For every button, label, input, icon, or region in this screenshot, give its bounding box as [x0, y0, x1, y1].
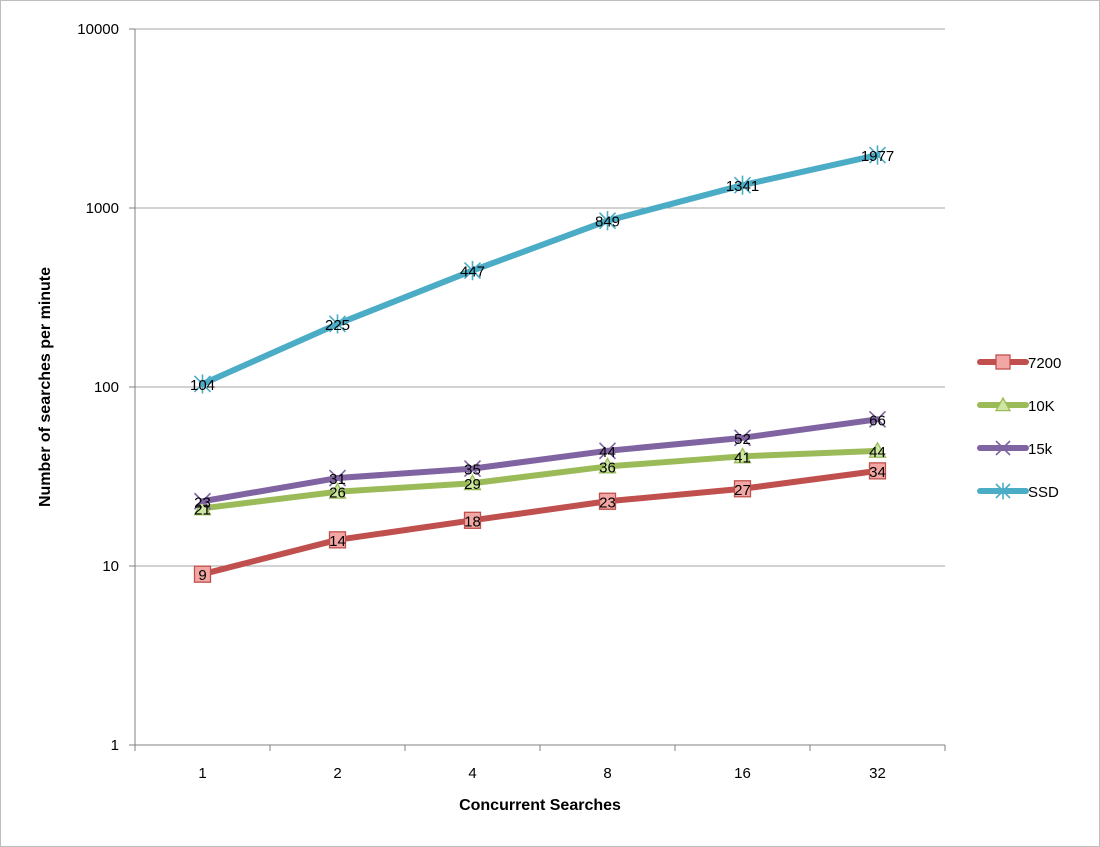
data-label: 21 [194, 501, 211, 518]
x-marker [328, 469, 347, 487]
triangle-marker [463, 473, 482, 491]
y-tick-label: 10 [102, 558, 119, 575]
data-label: 23 [599, 494, 616, 511]
series-line-10k [199, 447, 881, 512]
square-marker [328, 531, 347, 549]
data-label: 29 [464, 476, 481, 493]
x-tick-label: 16 [734, 765, 751, 782]
x-marker [598, 442, 617, 460]
grid-lines [135, 28, 945, 567]
y-axis-title: Number of searches per minute [37, 267, 54, 507]
data-label: 18 [464, 513, 481, 530]
x-marker [733, 429, 752, 447]
x-marker [995, 440, 1011, 456]
x-marker [193, 492, 212, 510]
y-tick-label: 1 [111, 737, 119, 754]
x-tick-label: 2 [333, 765, 341, 782]
series-lines [193, 145, 887, 583]
legend-label: 7200 [1028, 355, 1061, 372]
data-label: 52 [734, 431, 751, 448]
star-marker [193, 374, 212, 394]
data-label: 66 [869, 412, 886, 429]
data-label: 31 [329, 471, 346, 488]
triangle-marker [868, 441, 887, 458]
square-marker [598, 492, 617, 510]
y-tick-label: 100 [94, 379, 119, 396]
data-label: 1977 [861, 148, 894, 165]
triangle-marker [733, 446, 752, 464]
data-label: 447 [460, 264, 485, 281]
legend: 7200 10K 15k SSD [977, 354, 1061, 501]
x-tick-label: 1 [198, 765, 206, 782]
data-labels: 9 14 18 23 27 34 21 26 29 36 41 44 23 31 35 44 52 66 104 22… [190, 148, 894, 584]
data-label: 849 [595, 214, 620, 231]
data-label: 27 [734, 482, 751, 499]
x-marker [463, 460, 482, 478]
y-tick-label: 1000 [86, 200, 119, 217]
square-marker [995, 354, 1011, 370]
square-marker [733, 480, 752, 498]
data-label: 44 [869, 444, 886, 461]
star-marker [733, 175, 752, 195]
star-marker [328, 314, 347, 334]
data-label: 1341 [726, 178, 759, 195]
data-label: 34 [869, 464, 886, 481]
triangle-marker [598, 457, 617, 474]
x-axis-title: Concurrent Searches [459, 797, 621, 814]
triangle-marker [994, 396, 1012, 412]
triangle-marker [328, 482, 347, 499]
x-tick-label: 8 [603, 765, 611, 782]
data-label: 26 [329, 485, 346, 502]
y-tick-label: 10000 [77, 21, 119, 38]
x-marker [868, 410, 887, 428]
data-label: 44 [599, 444, 616, 461]
data-label: 23 [194, 494, 211, 511]
star-marker [463, 260, 482, 281]
star-marker [995, 482, 1011, 500]
series-line-7200 [199, 467, 881, 578]
series-line-ssd [199, 152, 881, 387]
data-label: 35 [464, 462, 481, 479]
data-label: 9 [198, 567, 206, 584]
square-marker [868, 462, 887, 480]
x-tick-label: 32 [869, 765, 886, 782]
star-marker [598, 211, 617, 231]
data-label: 225 [325, 317, 350, 334]
square-marker [463, 511, 482, 529]
data-label: 104 [190, 377, 215, 394]
square-marker [193, 565, 212, 583]
data-label: 36 [599, 459, 616, 476]
data-label: 41 [734, 449, 751, 466]
legend-label: 15k [1028, 441, 1053, 458]
star-marker [868, 145, 887, 165]
data-label: 14 [329, 533, 346, 550]
axes: 1 10 100 1000 10000 1 2 4 8 16 32 [77, 21, 946, 782]
series-line-15k [199, 416, 881, 505]
legend-label: 10K [1028, 398, 1055, 415]
legend-label: SSD [1028, 484, 1059, 501]
x-tick-label: 4 [468, 765, 476, 782]
triangle-marker [193, 498, 212, 516]
